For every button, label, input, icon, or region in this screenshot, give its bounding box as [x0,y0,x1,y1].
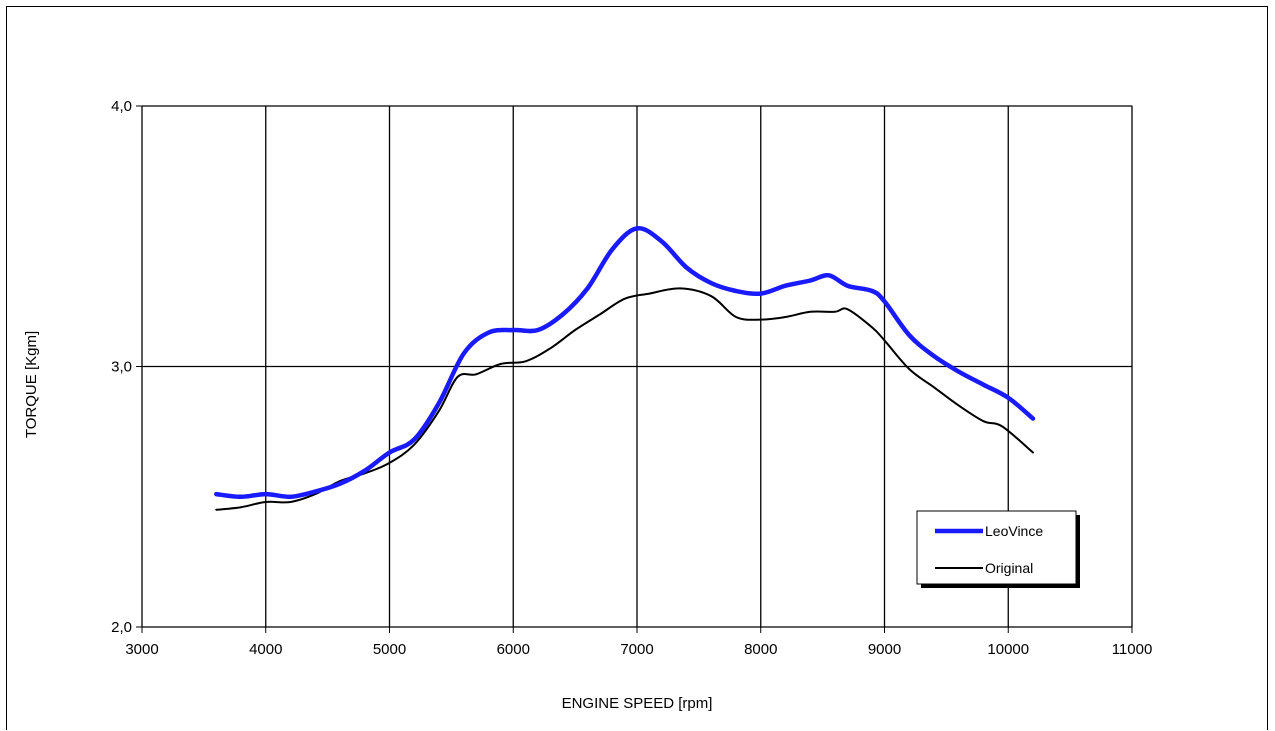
x-tick-label: 3000 [125,641,158,658]
legend-box [916,510,1077,585]
y-tick-label: 4,0 [111,98,132,115]
series-layer [214,226,1036,511]
x-axis-ticks: 3000 4000 5000 6000 7000 8000 9000 10000 11000 [125,627,1152,658]
y-axis-label: TORQUE [Kgm] [23,331,40,438]
series-line-original [215,287,1034,511]
legend-label-leovince: LeoVince [985,523,1043,539]
y-tick-label: 2,0 [111,619,132,636]
x-tick-label: 7000 [620,641,653,658]
series-line-leovince [214,226,1036,500]
x-tick-label: 6000 [497,641,530,658]
x-tick-label: 10000 [987,641,1029,658]
torque-chart: 3000 4000 5000 6000 7000 8000 9000 10000 11000 2… [23,98,1152,712]
y-axis-ticks: 2,0 3,0 4,0 [111,98,142,636]
y-tick-label: 3,0 [111,359,132,376]
x-tick-label: 8000 [744,641,777,658]
x-tick-label: 5000 [373,641,406,658]
x-tick-label: 9000 [868,641,901,658]
x-tick-label: 4000 [249,641,282,658]
x-axis-label: ENGINE SPEED [rpm] [562,695,713,712]
x-tick-label: 11000 [1112,641,1153,658]
legend-label-original: Original [985,560,1033,576]
chart-frame: 3000 4000 5000 6000 7000 8000 9000 10000 11000 2… [6,6,1268,730]
legend: LeoVince Original [916,510,1080,588]
